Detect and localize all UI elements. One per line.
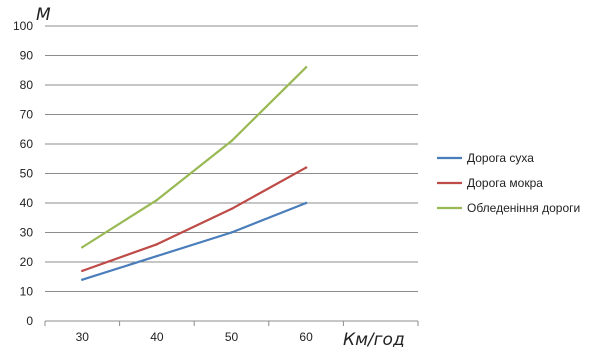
y-tick-label: 10 xyxy=(20,285,34,299)
y-tick-label: 100 xyxy=(13,19,33,33)
x-tick-label: 30 xyxy=(76,330,90,344)
y-tick-label: 90 xyxy=(20,49,34,63)
y-tick-label: 0 xyxy=(26,314,33,328)
series-line-2 xyxy=(81,166,308,272)
data-point xyxy=(81,269,84,273)
data-point xyxy=(304,166,308,169)
y-tick-label: 20 xyxy=(20,255,34,269)
data-point xyxy=(230,231,233,234)
y-tick-label: 50 xyxy=(20,167,34,181)
x-axis-label: Км/год xyxy=(343,330,405,347)
gridlines xyxy=(45,25,418,292)
y-tick-label: 30 xyxy=(20,226,34,240)
x-tick-label: 50 xyxy=(225,330,239,344)
y-tick-label: 70 xyxy=(20,108,34,122)
y-tick-label: 60 xyxy=(20,137,34,151)
legend-label: Дорога мокра xyxy=(467,176,543,190)
data-point xyxy=(230,139,233,143)
data-point xyxy=(155,243,159,246)
data-point xyxy=(155,254,159,258)
series-lines xyxy=(81,66,308,281)
data-point xyxy=(155,198,159,202)
legend-label: Дорога суха xyxy=(467,151,534,165)
y-tick-label: 80 xyxy=(20,78,34,92)
data-point xyxy=(81,246,84,249)
data-point xyxy=(81,278,84,281)
x-tick-marks xyxy=(44,321,419,326)
data-point xyxy=(230,207,233,211)
y-axis-label: М xyxy=(36,5,51,25)
data-point xyxy=(304,66,308,69)
x-tick-label: 60 xyxy=(299,330,313,344)
legend-label: Обледеніння дороги xyxy=(467,201,580,215)
x-tick-labels: 30 40 50 60 xyxy=(76,330,313,344)
y-tick-labels: 0 10 20 30 40 50 60 70 80 90 100 xyxy=(13,19,33,328)
x-tick-label: 40 xyxy=(150,330,164,344)
y-tick-label: 40 xyxy=(20,196,34,210)
series-line-3 xyxy=(81,66,308,249)
legend: Дорога суха Дорога мокра Обледеніння дорог… xyxy=(437,151,580,215)
series-line-1 xyxy=(81,201,308,281)
data-point xyxy=(304,201,308,205)
